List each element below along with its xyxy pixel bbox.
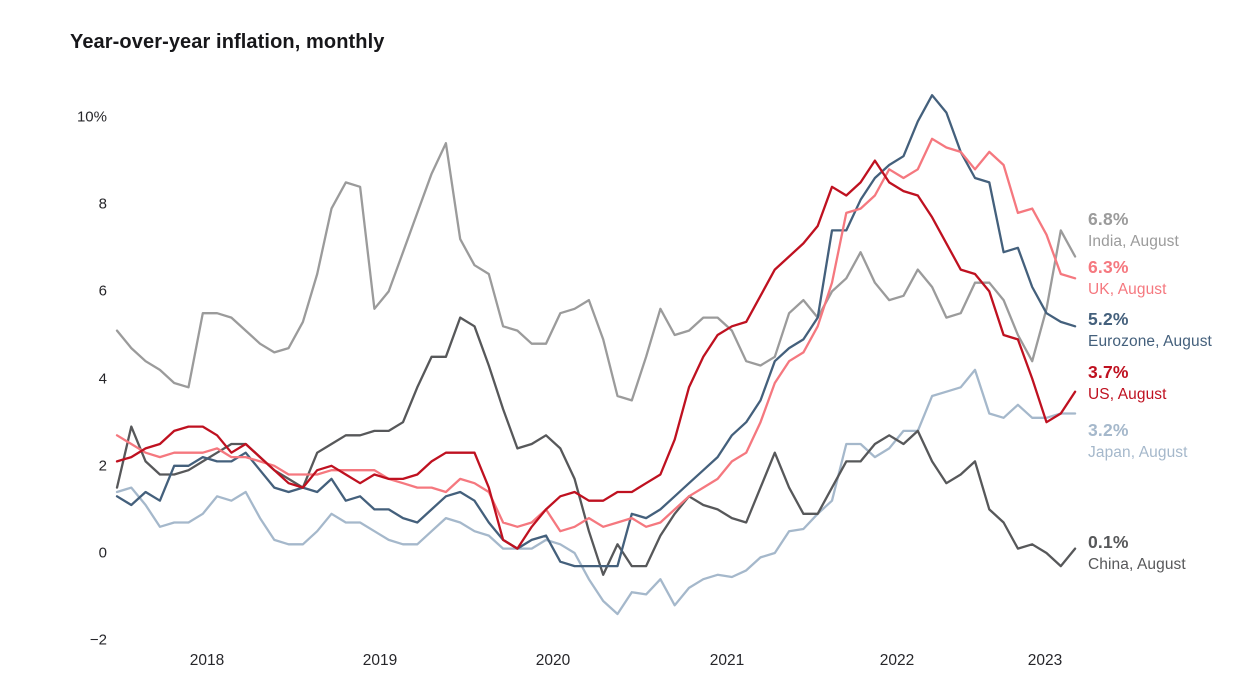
x-tick-label: 2019 — [362, 652, 398, 669]
y-tick-label: 10% — [76, 108, 107, 126]
series-value-china: 0.1% — [1088, 532, 1129, 552]
y-tick-label: 4 — [98, 370, 107, 388]
series-label-uk: 6.3% UK, August — [1088, 257, 1167, 298]
series-name-eurozone: Eurozone, August — [1088, 332, 1212, 350]
line-india — [115, 142, 1077, 402]
x-tick-label: 2018 — [189, 652, 225, 669]
y-tick-label: 8 — [98, 195, 107, 213]
chart-title: Year-over-year inflation, monthly — [70, 31, 385, 53]
series-label-japan: 3.2% Japan, August — [1088, 420, 1188, 461]
line-us — [115, 159, 1077, 550]
series-name-japan: Japan, August — [1088, 443, 1188, 461]
series-name-india: India, August — [1088, 232, 1179, 250]
line-uk — [115, 137, 1077, 533]
series-name-china: China, August — [1088, 555, 1186, 573]
series-value-uk: 6.3% — [1088, 257, 1129, 277]
series-label-china: 0.1% China, August — [1088, 532, 1186, 573]
series-value-us: 3.7% — [1088, 362, 1129, 382]
series-label-india: 6.8% India, August — [1088, 209, 1179, 250]
series-name-uk: UK, August — [1088, 280, 1167, 298]
series-label-us: 3.7% US, August — [1088, 362, 1167, 403]
y-tick-label: 0 — [98, 544, 107, 562]
x-tick-label: 2020 — [535, 652, 571, 669]
y-tick-label: 2 — [98, 457, 107, 475]
x-tick-label: 2022 — [879, 652, 915, 669]
y-tick-label: 6 — [98, 282, 107, 300]
line-japan — [115, 368, 1077, 616]
series-value-eurozone: 5.2% — [1088, 309, 1129, 329]
line-china — [115, 316, 1077, 576]
y-tick-label: −2 — [89, 631, 107, 649]
series-label-eurozone: 5.2% Eurozone, August — [1088, 309, 1212, 350]
series-name-us: US, August — [1088, 385, 1167, 403]
x-tick-label: 2023 — [1027, 652, 1063, 669]
series-value-japan: 3.2% — [1088, 420, 1129, 440]
series-value-india: 6.8% — [1088, 209, 1129, 229]
x-tick-label: 2021 — [709, 652, 745, 669]
line-eurozone — [115, 94, 1077, 568]
